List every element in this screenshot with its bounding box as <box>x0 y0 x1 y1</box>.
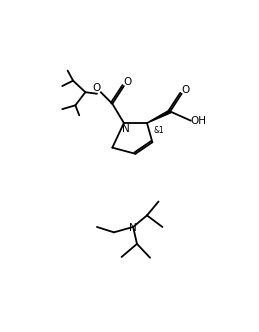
Text: O: O <box>92 83 100 93</box>
Text: N: N <box>129 223 137 233</box>
Text: OH: OH <box>191 116 207 126</box>
Text: &1: &1 <box>153 126 164 135</box>
Text: N: N <box>121 124 129 134</box>
Text: O: O <box>124 77 132 87</box>
Polygon shape <box>147 110 171 123</box>
Text: O: O <box>181 85 190 95</box>
